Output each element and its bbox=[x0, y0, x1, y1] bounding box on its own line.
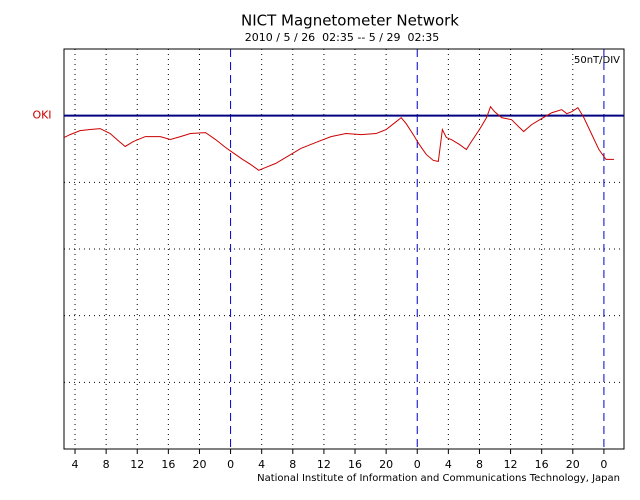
x-tick-label: 0 bbox=[600, 458, 607, 471]
series-label: OKI bbox=[32, 109, 51, 122]
x-tick-label: 0 bbox=[227, 458, 234, 471]
x-tick-label: 8 bbox=[103, 458, 110, 471]
x-tick-label: 16 bbox=[348, 458, 362, 471]
x-tick-label: 20 bbox=[379, 458, 393, 471]
x-tick-label: 12 bbox=[317, 458, 331, 471]
x-tick-label: 16 bbox=[161, 458, 175, 471]
x-tick-label: 4 bbox=[258, 458, 265, 471]
x-tick-label: 4 bbox=[445, 458, 452, 471]
x-tick-label: 8 bbox=[289, 458, 296, 471]
chart-subtitle: 2010 / 5 / 26 02:35 -- 5 / 29 02:35 bbox=[245, 31, 439, 44]
x-tick-label: 4 bbox=[72, 458, 79, 471]
x-tick-label: 16 bbox=[535, 458, 549, 471]
x-tick-label: 12 bbox=[130, 458, 144, 471]
x-tick-label: 20 bbox=[192, 458, 206, 471]
x-tick-label: 8 bbox=[476, 458, 483, 471]
x-tick-label: 12 bbox=[504, 458, 518, 471]
data-line bbox=[63, 105, 614, 171]
footer: National Institute of Information and Co… bbox=[257, 473, 620, 484]
chart-title: NICT Magnetometer Network bbox=[241, 12, 459, 30]
x-tick-label: 0 bbox=[414, 458, 421, 471]
x-tick-label: 20 bbox=[566, 458, 580, 471]
plot-frame bbox=[63, 48, 625, 450]
scale-label: 50nT/DIV bbox=[574, 55, 620, 66]
